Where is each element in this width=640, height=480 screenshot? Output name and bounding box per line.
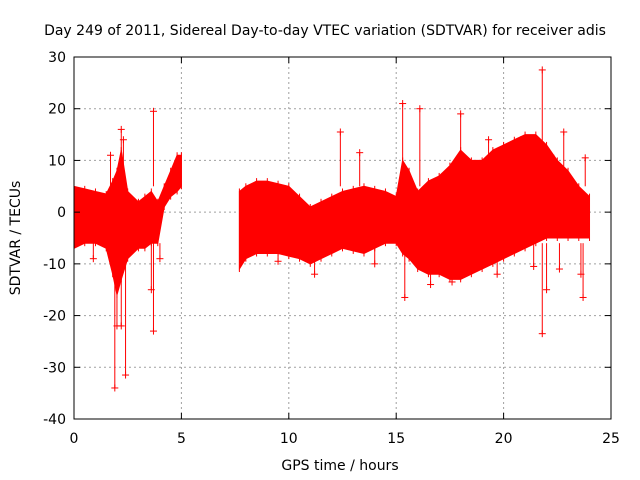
y-tick-label: 30 xyxy=(48,50,66,66)
outlier-point xyxy=(543,243,551,294)
outlier-point xyxy=(485,136,493,187)
outlier-point xyxy=(581,154,589,187)
outlier-point xyxy=(149,107,157,187)
outlier-point xyxy=(560,128,568,187)
outlier-point xyxy=(538,66,546,187)
outlier-point xyxy=(156,243,164,263)
outlier-point xyxy=(399,100,407,187)
outlier-point xyxy=(147,243,155,294)
outlier-point xyxy=(371,243,379,268)
outlier-point xyxy=(555,243,563,273)
outlier-point xyxy=(89,243,97,263)
x-tick-label: 5 xyxy=(177,431,186,447)
axis-ticks: 0 5 10 15 20 25 -40 -30 -20 -10 0 10 20 30 xyxy=(43,50,620,447)
outlier-point xyxy=(149,243,157,335)
plot-frame xyxy=(73,56,612,420)
y-tick-label: 10 xyxy=(48,153,66,169)
outlier-point xyxy=(356,149,364,187)
y-tick-label: -10 xyxy=(43,257,66,273)
outlier-point xyxy=(401,243,409,301)
data-series xyxy=(73,66,591,392)
y-tick-label: -20 xyxy=(43,309,66,325)
outlier-point xyxy=(117,125,125,187)
y-tick-label: 0 xyxy=(57,205,66,221)
x-tick-label: 20 xyxy=(495,431,513,447)
outlier-point xyxy=(119,136,127,187)
outlier-point xyxy=(579,243,587,301)
y-axis-label: SDTVAR / TECUs xyxy=(8,181,24,296)
outlier-point xyxy=(427,243,435,289)
outlier-point xyxy=(538,243,546,338)
y-tick-label: -30 xyxy=(43,360,66,376)
outlier-point xyxy=(274,243,282,265)
y-tick-label: 20 xyxy=(48,102,66,118)
outlier-point xyxy=(311,243,319,278)
outlier-point xyxy=(111,243,119,392)
outlier-point xyxy=(117,243,125,330)
outlier-point xyxy=(530,243,538,270)
x-tick-label: 10 xyxy=(280,431,298,447)
x-axis-label: GPS time / hours xyxy=(281,458,398,474)
x-tick-label: 0 xyxy=(70,431,79,447)
outlier-point xyxy=(517,136,525,187)
outlier-point xyxy=(107,151,115,187)
x-tick-label: 25 xyxy=(602,431,620,447)
y-tick-label: -40 xyxy=(43,412,66,428)
outlier-point xyxy=(547,151,555,187)
chart-title: Day 249 of 2011, Sidereal Day-to-day VTE… xyxy=(44,23,606,39)
x-tick-label: 15 xyxy=(387,431,405,447)
outlier-point xyxy=(416,105,424,187)
outlier-point xyxy=(448,243,456,286)
outlier-point xyxy=(457,110,465,187)
outlier-point xyxy=(493,243,501,278)
outlier-point xyxy=(122,243,130,379)
outlier-point xyxy=(336,128,344,187)
